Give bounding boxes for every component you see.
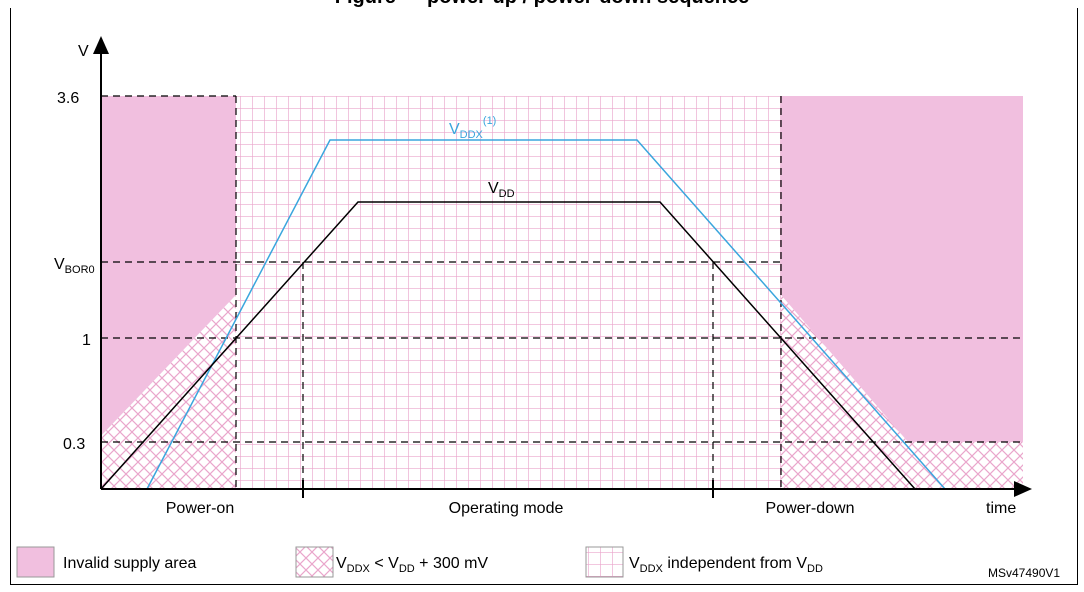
vddx-curve xyxy=(146,139,946,490)
vddx-label: VDDX(1) xyxy=(449,115,496,141)
x-axis-label: time xyxy=(986,500,1016,517)
figure-title: Figure — power-up / power-down sequence xyxy=(0,0,1084,9)
legend-grid-label: VDDX independent from VDD xyxy=(629,555,823,575)
phase-power-on: Power-on xyxy=(166,500,234,517)
invalid-area-left xyxy=(101,96,236,436)
ytick-vbor: VBOR0 xyxy=(54,256,95,276)
vdd-label: VDD xyxy=(488,180,515,200)
legend-swatch-grid xyxy=(585,546,624,578)
ytick-3-6: 3.6 xyxy=(57,90,79,107)
figure-ref-id: MSv47490V1 xyxy=(988,566,1060,580)
phase-operating: Operating mode xyxy=(449,500,564,517)
operating-grid-area xyxy=(236,96,781,489)
hatch-area-left xyxy=(101,295,236,489)
ytick-1: 1 xyxy=(82,332,91,349)
y-axis-label: V xyxy=(78,43,89,60)
invalid-area-right xyxy=(781,96,1023,442)
vdd-curve xyxy=(100,201,916,490)
figure-frame xyxy=(10,8,1078,585)
phase-power-down: Power-down xyxy=(766,500,855,517)
legend-swatch-invalid xyxy=(16,546,55,578)
legend-swatch-hatch xyxy=(295,546,334,578)
legend-invalid-label: Invalid supply area xyxy=(63,555,197,572)
legend-hatch-label: VDDX < VDD + 300 mV xyxy=(336,555,488,575)
ytick-0-3: 0.3 xyxy=(63,436,85,453)
hatch-area-right xyxy=(781,295,1023,489)
